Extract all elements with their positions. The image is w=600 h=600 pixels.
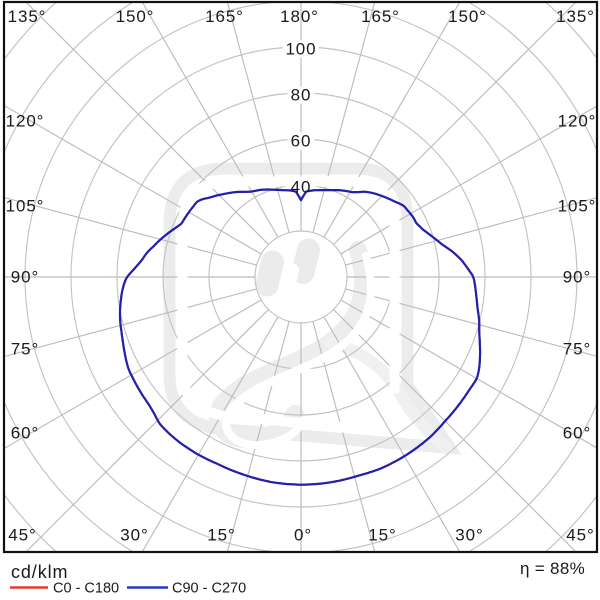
svg-text:45°: 45°: [566, 526, 594, 545]
svg-text:60: 60: [291, 132, 312, 151]
svg-text:15°: 15°: [368, 526, 396, 545]
svg-text:135°: 135°: [8, 7, 47, 26]
svg-text:100: 100: [285, 40, 316, 59]
svg-text:45°: 45°: [8, 526, 36, 545]
svg-text:90°: 90°: [563, 268, 591, 287]
svg-text:105°: 105°: [6, 197, 45, 216]
svg-text:C90 - C270: C90 - C270: [172, 581, 246, 597]
svg-text:135°: 135°: [556, 7, 595, 26]
svg-text:30°: 30°: [455, 526, 483, 545]
svg-text:120°: 120°: [6, 112, 45, 131]
svg-text:75°: 75°: [563, 340, 591, 359]
svg-text:80: 80: [291, 86, 312, 105]
svg-text:90°: 90°: [11, 268, 39, 287]
svg-text:60°: 60°: [11, 424, 39, 443]
svg-text:cd/klm: cd/klm: [11, 562, 68, 582]
svg-text:180°: 180°: [280, 7, 319, 26]
svg-text:30°: 30°: [120, 526, 148, 545]
svg-text:150°: 150°: [116, 7, 155, 26]
svg-text:150°: 150°: [448, 7, 487, 26]
svg-text:75°: 75°: [11, 340, 39, 359]
svg-text:40: 40: [291, 178, 312, 197]
svg-text:120°: 120°: [558, 112, 597, 131]
svg-text:165°: 165°: [205, 7, 244, 26]
svg-text:0°: 0°: [294, 526, 312, 545]
svg-text:η = 88%: η = 88%: [520, 559, 585, 578]
svg-text:15°: 15°: [207, 526, 235, 545]
svg-text:60°: 60°: [563, 424, 591, 443]
svg-text:165°: 165°: [361, 7, 400, 26]
svg-text:105°: 105°: [558, 197, 597, 216]
svg-text:C0 - C180: C0 - C180: [53, 581, 119, 597]
